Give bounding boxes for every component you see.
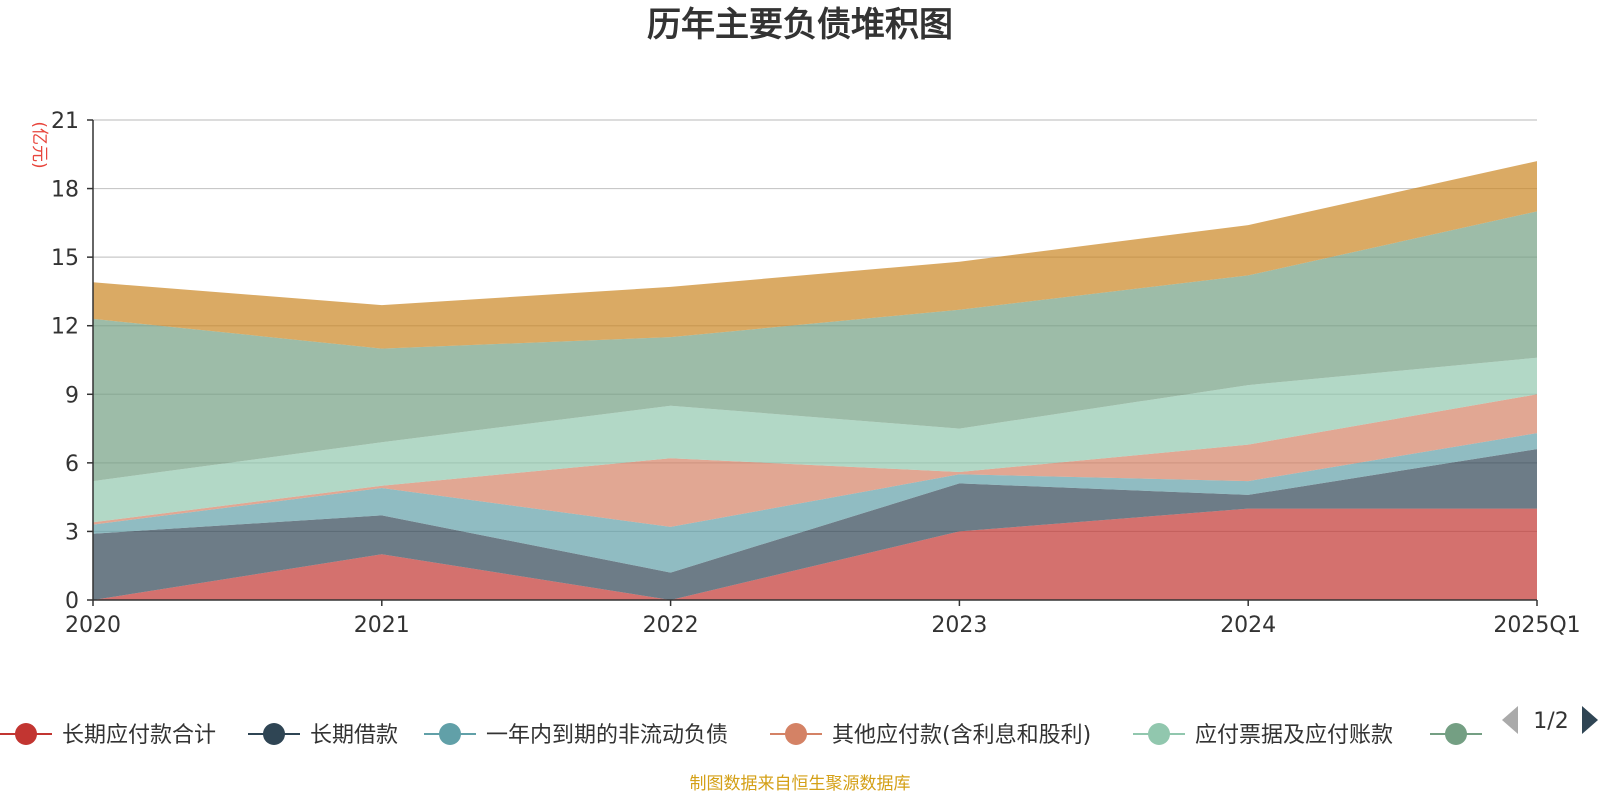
prev-page-icon[interactable] [1502, 706, 1518, 734]
y-tick-label: 0 [65, 589, 79, 614]
legend-marker-icon [439, 723, 461, 745]
legend-page-indicator: 1/2 [1533, 709, 1568, 734]
area-series [93, 161, 1537, 600]
legend-marker-icon [1445, 723, 1467, 745]
legend-label: 应付票据及应付账款 [1195, 723, 1393, 748]
area-series-1 [93, 508, 1537, 600]
y-tick-label: 21 [51, 109, 79, 134]
x-tick-label: 2022 [643, 613, 699, 638]
legend-item[interactable]: 一年内到期的非流动负债 [424, 723, 728, 748]
legend-label: 其他应付款(含利息和股利) [832, 723, 1091, 748]
legend-marker-icon [1148, 723, 1170, 745]
legend-item[interactable] [1430, 723, 1482, 745]
y-tick-label: 3 [65, 520, 79, 545]
chart-title: 历年主要负债堆积图 [647, 5, 953, 45]
area-series-6 [93, 211, 1537, 482]
x-tick-label: 2024 [1220, 613, 1276, 638]
y-tick-label: 18 [51, 178, 79, 203]
legend-marker-icon [785, 723, 807, 745]
area-series-5 [93, 357, 1537, 523]
legend-marker-icon [15, 723, 37, 745]
legend-item[interactable]: 长期应付款合计 [0, 723, 216, 748]
legend-label: 长期借款 [310, 723, 398, 748]
legend-item[interactable]: 应付票据及应付账款 [1133, 723, 1393, 748]
y-tick-label: 12 [51, 315, 79, 340]
next-page-icon[interactable] [1582, 706, 1598, 734]
legend-item[interactable]: 长期借款 [248, 723, 398, 748]
x-tick-label: 2023 [931, 613, 987, 638]
y-tick-label: 6 [65, 452, 79, 477]
x-tick-label: 2020 [65, 613, 121, 638]
y-tick-label: 9 [65, 383, 79, 408]
axes: 0 3 6 9 12 15 18 21 2020 2021 2022 2023 2024 2025Q1 [51, 109, 1581, 638]
area-series-4 [93, 394, 1537, 527]
source-note: 制图数据来自恒生聚源数据库 [690, 774, 911, 794]
y-tick-label: 15 [51, 246, 79, 271]
y-unit-label: (亿元) [29, 121, 49, 168]
legend[interactable]: 长期应付款合计 长期借款 一年内到期的非流动负债 其他应付款(含利息和股利) 应付票据及… [0, 723, 1482, 748]
x-tick-label: 2021 [354, 613, 410, 638]
legend-label: 一年内到期的非流动负债 [486, 723, 728, 748]
x-tick-label: 2025Q1 [1493, 613, 1580, 638]
area-series-3 [93, 433, 1537, 573]
area-series-7 [93, 161, 1537, 349]
legend-marker-icon [263, 723, 285, 745]
legend-pager: 1/2 [1502, 706, 1598, 734]
legend-item[interactable]: 其他应付款(含利息和股利) [770, 723, 1091, 748]
legend-label: 长期应付款合计 [62, 723, 216, 748]
area-series-2 [93, 449, 1537, 600]
